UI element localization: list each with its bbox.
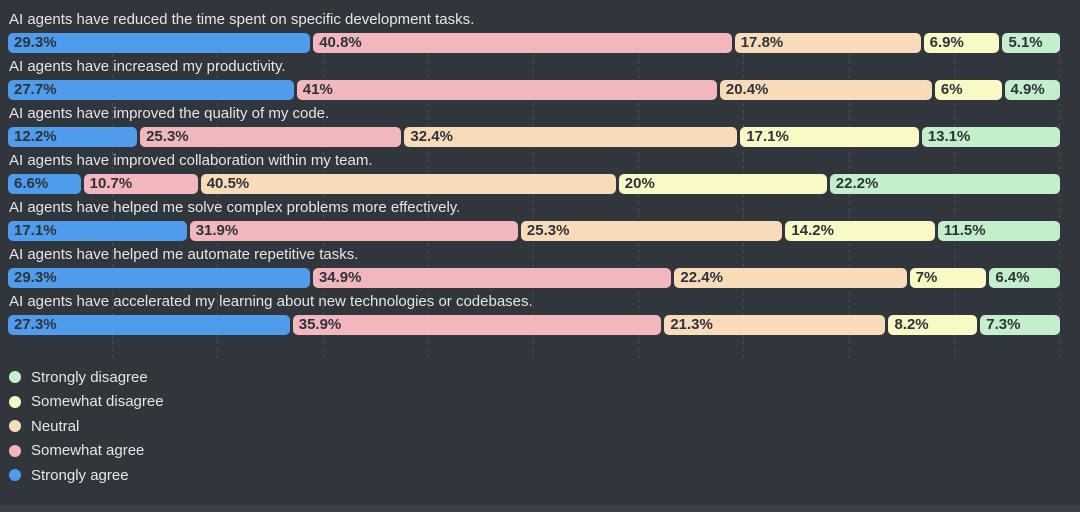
chart-row: AI agents have helped me automate repeti…	[8, 245, 1060, 288]
bar-segment: 22.4%	[674, 268, 907, 288]
row-statement: AI agents have accelerated my learning a…	[9, 293, 533, 310]
bar-segment: 27.7%	[8, 80, 294, 100]
chart-rows: AI agents have reduced the time spent on…	[8, 10, 1060, 335]
legend-label: Neutral	[31, 417, 80, 435]
bar-segment: 32.4%	[404, 127, 738, 147]
bar-segment: 11.5%	[937, 221, 1060, 241]
bar-segment: 29.3%	[8, 268, 310, 288]
legend-dot-icon	[9, 371, 21, 384]
bar-segment: 21.3%	[664, 315, 886, 335]
bar-segment: 13.1%	[921, 127, 1060, 147]
bar-segment: 41%	[296, 80, 717, 100]
bar-segment: 29.3%	[8, 33, 311, 53]
bar-segment: 4.9%	[1004, 80, 1060, 100]
bar-segment: 34.9%	[312, 268, 672, 288]
legend-dot-icon	[9, 420, 21, 433]
row-statement: AI agents have helped me solve complex p…	[9, 199, 461, 216]
bar-segment: 14.2%	[785, 221, 935, 241]
legend-item: Neutral	[9, 414, 1080, 439]
bar-segment: 17.1%	[8, 221, 187, 241]
stacked-bar: 27.7% 41% 20.4% 6% 4.9%	[8, 80, 1060, 100]
row-statement: AI agents have improved collaboration wi…	[9, 152, 373, 169]
bar-segment: 40.8%	[313, 33, 732, 53]
legend-label: Somewhat agree	[31, 442, 145, 460]
bar-segment: 17.8%	[734, 33, 921, 53]
stacked-bar: 27.3% 35.9% 21.3% 8.2% 7.3%	[8, 315, 1060, 335]
row-statement: AI agents have helped me automate repeti…	[9, 246, 359, 263]
chart-row: AI agents have reduced the time spent on…	[8, 10, 1060, 53]
bar-segment: 8.2%	[888, 315, 978, 335]
bar-segment: 35.9%	[292, 315, 662, 335]
legend-item: Strongly agree	[9, 463, 1080, 488]
legend-label: Strongly agree	[31, 466, 129, 484]
bar-segment: 31.9%	[189, 221, 518, 241]
bar-segment: 7%	[909, 268, 987, 288]
chart-row: AI agents have helped me solve complex p…	[8, 198, 1060, 241]
bar-segment: 7.3%	[980, 315, 1060, 335]
bar-segment: 17.1%	[740, 127, 919, 147]
bar-segment: 22.2%	[829, 174, 1060, 194]
bar-segment: 20%	[618, 174, 827, 194]
bar-segment: 25.3%	[520, 221, 783, 241]
stacked-bar: 17.1% 31.9% 25.3% 14.2% 11.5%	[8, 221, 1060, 241]
row-statement: AI agents have increased my productivity…	[9, 58, 286, 75]
legend-label: Somewhat disagree	[31, 393, 164, 411]
stacked-bar: 6.6% 10.7% 40.5% 20% 22.2%	[8, 174, 1060, 194]
stacked-bar: 29.3% 34.9% 22.4% 7% 6.4%	[8, 268, 1060, 288]
bar-segment: 10.7%	[83, 174, 198, 194]
legend-item: Somewhat agree	[9, 439, 1080, 464]
bar-segment: 40.5%	[200, 174, 616, 194]
chart-legend: Strongly disagree Somewhat disagree Neut…	[9, 365, 1080, 488]
bar-segment: 6.6%	[8, 174, 81, 194]
bar-segment: 6.4%	[989, 268, 1060, 288]
legend-item: Somewhat disagree	[9, 390, 1080, 415]
legend-dot-icon	[9, 395, 21, 408]
row-statement: AI agents have reduced the time spent on…	[9, 11, 475, 28]
bar-segment: 6.9%	[923, 33, 1000, 53]
row-statement: AI agents have improved the quality of m…	[9, 105, 330, 122]
bar-segment: 12.2%	[8, 127, 138, 147]
stacked-bar: 12.2% 25.3% 32.4% 17.1% 13.1%	[8, 127, 1060, 147]
legend-dot-icon	[9, 469, 21, 482]
bottom-edge-strip	[0, 505, 1080, 512]
legend-dot-icon	[9, 444, 21, 457]
chart-row: AI agents have improved the quality of m…	[8, 104, 1060, 147]
bar-segment: 5.1%	[1002, 33, 1060, 53]
bar-segment: 6%	[934, 80, 1002, 100]
bar-segment: 20.4%	[719, 80, 932, 100]
legend-label: Strongly disagree	[31, 368, 148, 386]
chart-row: AI agents have accelerated my learning a…	[8, 292, 1060, 335]
stacked-bar-chart: AI agents have reduced the time spent on…	[8, 10, 1080, 488]
bar-segment: 25.3%	[140, 127, 402, 147]
chart-row: AI agents have improved collaboration wi…	[8, 151, 1060, 194]
chart-row: AI agents have increased my productivity…	[8, 57, 1060, 100]
legend-item: Strongly disagree	[9, 365, 1080, 390]
bar-segment: 27.3%	[8, 315, 290, 335]
stacked-bar: 29.3% 40.8% 17.8% 6.9% 5.1%	[8, 33, 1060, 53]
